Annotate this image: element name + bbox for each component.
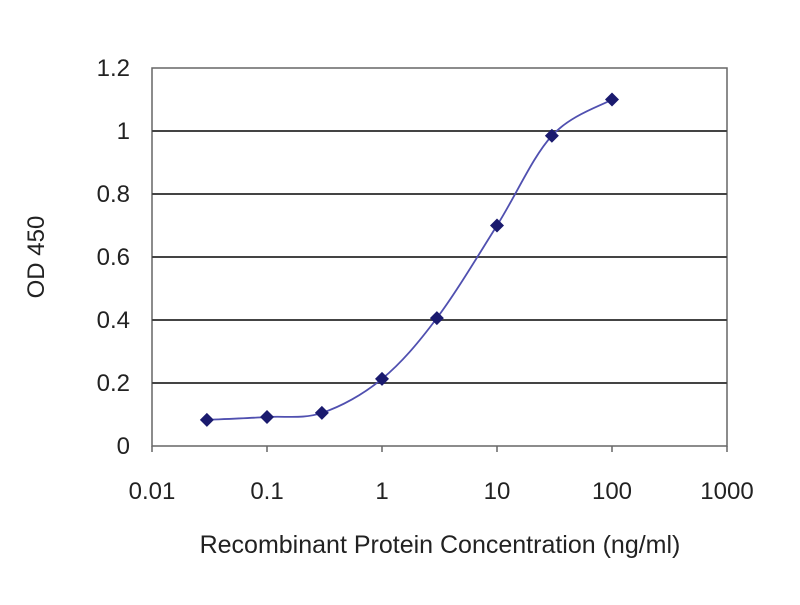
y-tick-label: 1	[117, 118, 130, 145]
x-tick-label: 100	[592, 478, 632, 505]
data-point	[429, 311, 444, 326]
series-line	[206, 98, 613, 421]
data-point	[375, 371, 389, 386]
data-point	[605, 92, 619, 107]
data-point	[199, 412, 214, 427]
x-axis-label: Recombinant Protein Concentration (ng/ml…	[200, 531, 681, 559]
data-point	[490, 218, 504, 233]
y-tick-label: 0	[117, 433, 130, 460]
x-tick-label: 1000	[700, 478, 753, 505]
y-tick-label: 0.2	[97, 370, 130, 397]
y-tick-label: 0.8	[97, 181, 130, 208]
x-tick-label: 0.1	[250, 478, 283, 505]
data-point	[314, 405, 329, 420]
x-tick-label: 10	[484, 478, 511, 505]
y-tick-label: 0.4	[97, 307, 130, 334]
x-tick-label: 1	[375, 478, 388, 505]
y-tick-label: 0.6	[97, 244, 130, 271]
y-axis-label: OD 450	[23, 216, 50, 299]
x-tick-label: 0.01	[129, 478, 176, 505]
y-tick-label: 1.2	[97, 55, 130, 82]
data-point	[260, 410, 274, 425]
data-point	[544, 128, 559, 143]
